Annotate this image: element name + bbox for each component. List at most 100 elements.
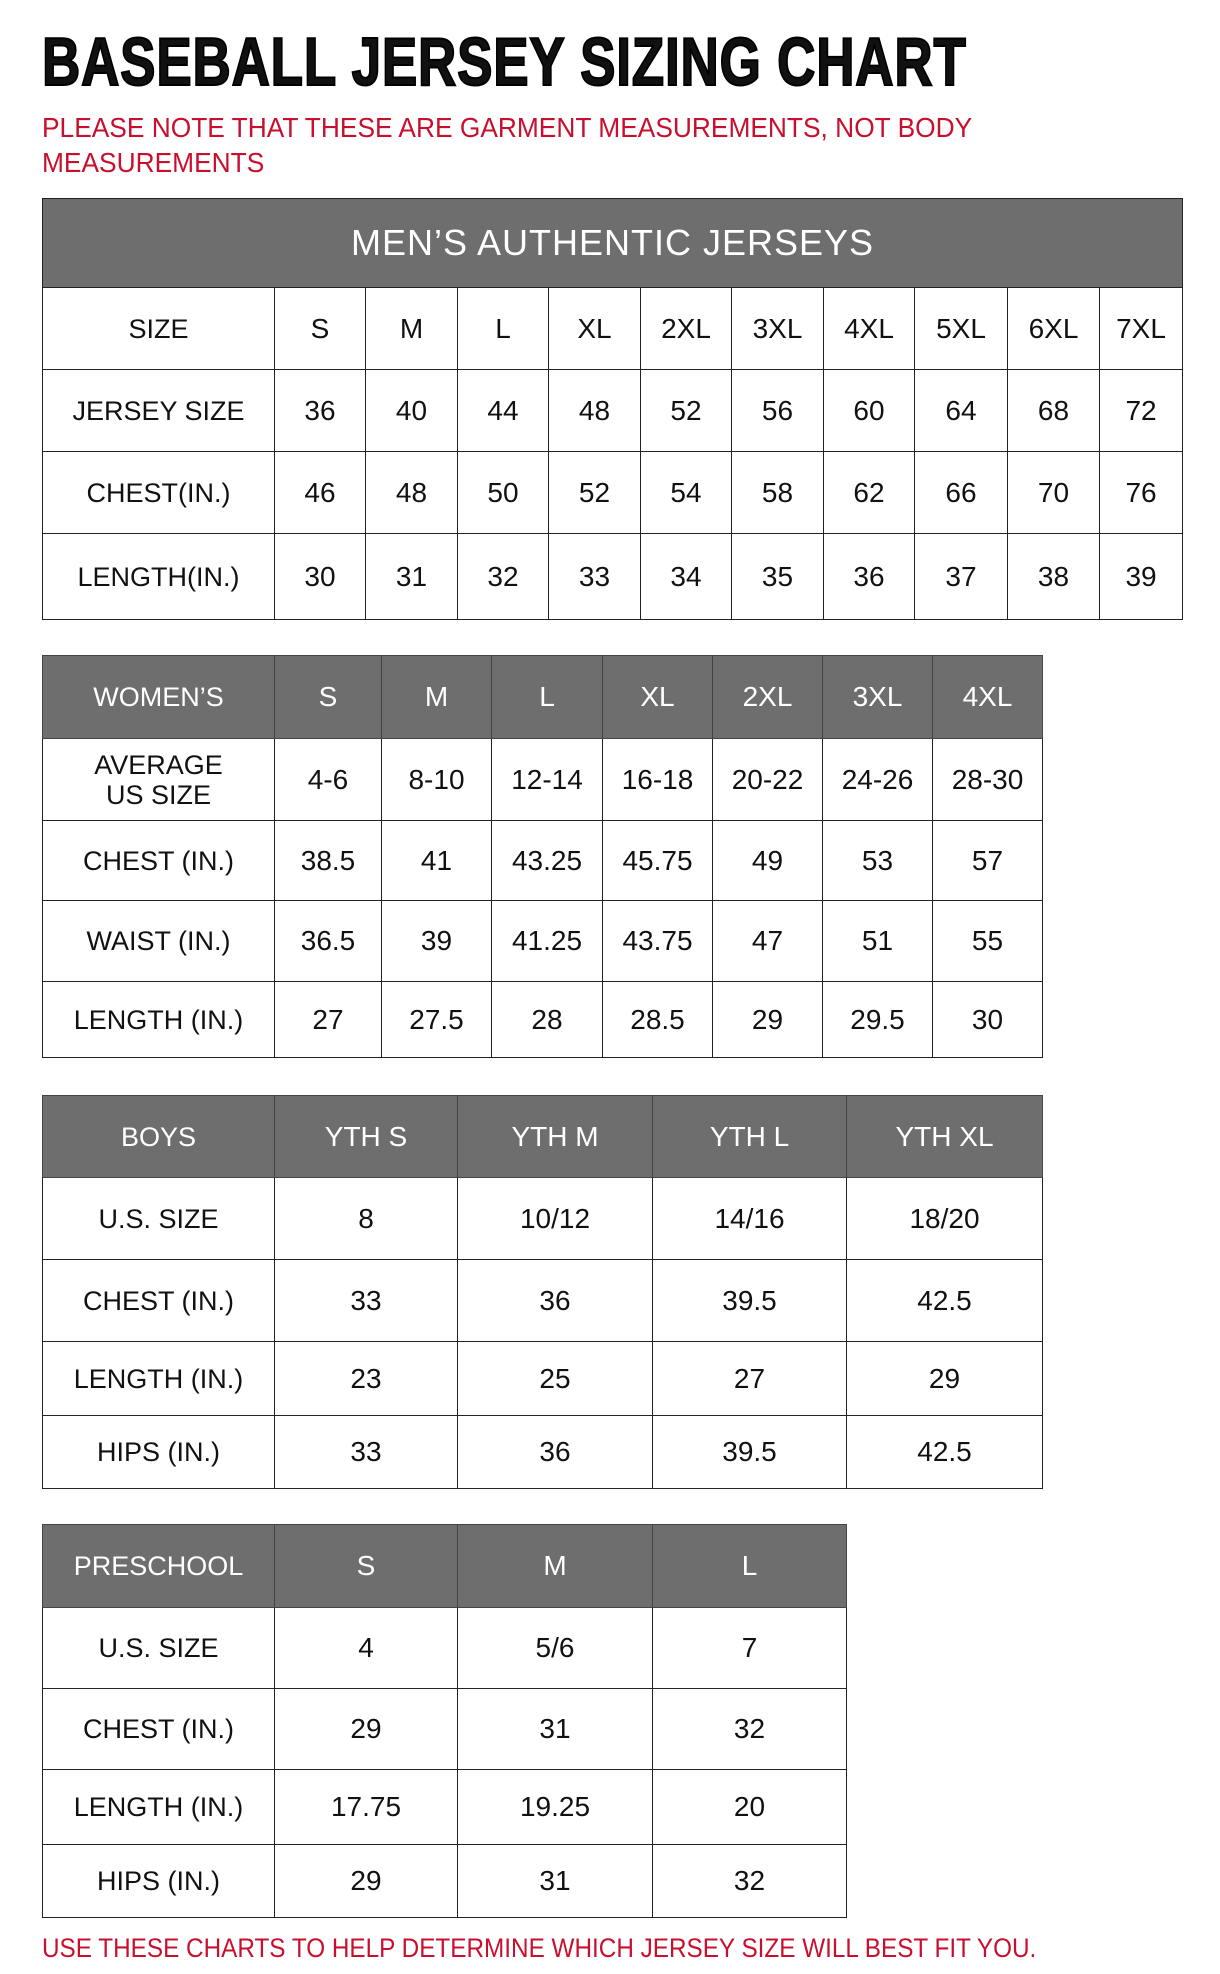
measurement-cell: 47	[712, 900, 823, 982]
size-header-cell: YTH L	[652, 1095, 847, 1178]
measurement-cell: 27.5	[381, 981, 492, 1058]
measurement-cell: 62	[823, 451, 915, 534]
measurement-cell: 46	[274, 451, 366, 534]
measurement-cell: 19.25	[457, 1769, 653, 1845]
measurement-cell: 40	[365, 369, 458, 452]
row-label-cell: WAIST (IN.)	[42, 900, 275, 982]
measurement-cell: 36	[274, 369, 366, 452]
measurement-cell: 4	[274, 1607, 458, 1689]
measurement-cell: 49	[712, 820, 823, 901]
row-label-cell: CHEST (IN.)	[42, 820, 275, 901]
measurement-cell: 48	[365, 451, 458, 534]
table-row: CHEST (IN.) 29 31 32	[42, 1688, 847, 1770]
measurement-cell: 39	[1098, 533, 1184, 620]
measurement-cell: 30	[274, 533, 366, 620]
row-label-cell: CHEST(IN.)	[42, 451, 275, 534]
measurement-cell: 29	[712, 981, 823, 1058]
size-header-cell: XL	[548, 287, 641, 370]
header-label-cell: BOYS	[42, 1095, 275, 1178]
measurement-cell: 32	[652, 1688, 847, 1770]
measurement-cell: 41.25	[491, 900, 603, 982]
measurement-cell: 24-26	[822, 738, 933, 821]
measurement-cell: 35	[731, 533, 824, 620]
table-row: CHEST (IN.) 33 36 39.5 42.5	[42, 1259, 1043, 1342]
measurement-cell: 29	[846, 1341, 1043, 1416]
table-row: LENGTH (IN.) 23 25 27 29	[42, 1341, 1043, 1416]
row-label-cell: JERSEY SIZE	[42, 369, 275, 452]
measurement-cell: 38.5	[274, 820, 382, 901]
measurement-cell: 33	[548, 533, 641, 620]
boys-size-table: BOYS YTH S YTH M YTH L YTH XL U.S. SIZE 8 10/12…	[42, 1095, 1043, 1489]
header-label-cell: WOMEN’S	[42, 655, 275, 739]
table-header-row: WOMEN’S S M L XL 2XL 3XL 4XL	[42, 655, 1043, 739]
row-label-cell: U.S. SIZE	[42, 1177, 275, 1260]
measurement-cell: 20	[652, 1769, 847, 1845]
size-header-cell: YTH XL	[846, 1095, 1043, 1178]
preschool-size-table: PRESCHOOL S M L U.S. SIZE 4 5/6 7 CHEST (IN.) 29 3…	[42, 1524, 847, 1918]
row-label-cell: LENGTH(IN.)	[42, 533, 275, 620]
table-row: U.S. SIZE 8 10/12 14/16 18/20	[42, 1177, 1043, 1260]
row-label-cell: LENGTH (IN.)	[42, 1341, 275, 1416]
measurement-cell: 50	[457, 451, 549, 534]
table-row: AVERAGE US SIZE 4-6 8-10 12-14 16-18 20-22 24-…	[42, 738, 1043, 821]
measurement-cell: 53	[822, 820, 933, 901]
measurement-cell: 37	[914, 533, 1008, 620]
measurement-cell: 29.5	[822, 981, 933, 1058]
measurement-cell: 7	[652, 1607, 847, 1689]
measurement-cell: 38	[1007, 533, 1100, 620]
measurement-cell: 20-22	[712, 738, 823, 821]
table-row: WAIST (IN.) 36.5 39 41.25 43.75 47 51 55	[42, 900, 1043, 982]
garment-measurement-note: PLEASE NOTE THAT THESE ARE GARMENT MEASU…	[42, 112, 972, 178]
measurement-cell: 57	[932, 820, 1043, 901]
size-header-cell: L	[652, 1524, 847, 1608]
measurement-cell: 41	[381, 820, 492, 901]
row-label-cell: CHEST (IN.)	[42, 1259, 275, 1342]
measurement-cell: 36	[457, 1259, 653, 1342]
measurement-cell: 72	[1098, 369, 1184, 452]
measurement-cell: 12-14	[491, 738, 603, 821]
header-label-cell: SIZE	[42, 287, 275, 370]
size-header-cell: 3XL	[822, 655, 933, 739]
measurement-cell: 8	[274, 1177, 458, 1260]
table-row: HIPS (IN.) 33 36 39.5 42.5	[42, 1415, 1043, 1489]
measurement-cell: 34	[640, 533, 732, 620]
measurement-cell: 43.25	[491, 820, 603, 901]
row-label-cell: HIPS (IN.)	[42, 1844, 275, 1918]
measurement-cell: 27	[652, 1341, 847, 1416]
footer-note: USE THESE CHARTS TO HELP DETERMINE WHICH…	[42, 1933, 1037, 1963]
measurement-cell: 14/16	[652, 1177, 847, 1260]
measurement-cell: 51	[822, 900, 933, 982]
table-row: JERSEY SIZE 36 40 44 48 52 56 60 64 68 72	[42, 369, 1184, 452]
measurement-cell: 48	[548, 369, 641, 452]
measurement-cell: 44	[457, 369, 549, 452]
womens-size-table: WOMEN’S S M L XL 2XL 3XL 4XL AVERAGE US SIZE 4-6 8…	[42, 655, 1043, 1058]
measurement-cell: 70	[1007, 451, 1100, 534]
size-header-cell: 5XL	[914, 287, 1008, 370]
size-header-cell: L	[491, 655, 603, 739]
measurement-cell: 76	[1098, 451, 1184, 534]
size-header-cell: 4XL	[823, 287, 915, 370]
measurement-cell: 8-10	[381, 738, 492, 821]
size-header-cell: 2XL	[640, 287, 732, 370]
measurement-cell: 32	[652, 1844, 847, 1918]
measurement-cell: 36	[457, 1415, 653, 1489]
page-title: BASEBALL JERSEY SIZING CHART	[41, 24, 967, 100]
table-row: LENGTH(IN.) 30 31 32 33 34 35 36 37 38 39	[42, 533, 1184, 620]
row-label-cell: CHEST (IN.)	[42, 1688, 275, 1770]
measurement-cell: 28.5	[602, 981, 713, 1058]
measurement-cell: 32	[457, 533, 549, 620]
measurement-cell: 28-30	[932, 738, 1043, 821]
measurement-cell: 30	[932, 981, 1043, 1058]
measurement-cell: 42.5	[846, 1259, 1043, 1342]
measurement-cell: 39	[381, 900, 492, 982]
table-row: LENGTH (IN.) 17.75 19.25 20	[42, 1769, 847, 1845]
table-row: CHEST(IN.) 46 48 50 52 54 58 62 66 70 76	[42, 451, 1184, 534]
measurement-cell: 10/12	[457, 1177, 653, 1260]
measurement-cell: 60	[823, 369, 915, 452]
measurement-cell: 52	[640, 369, 732, 452]
size-header-cell: 2XL	[712, 655, 823, 739]
table-row: CHEST (IN.) 38.5 41 43.25 45.75 49 53 57	[42, 820, 1043, 901]
table-header-row: PRESCHOOL S M L	[42, 1524, 847, 1608]
measurement-cell: 33	[274, 1415, 458, 1489]
size-header-cell: L	[457, 287, 549, 370]
